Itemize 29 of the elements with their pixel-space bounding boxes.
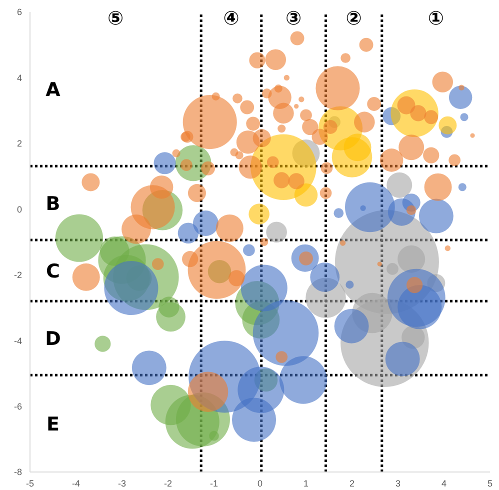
annotation: E	[46, 413, 60, 436]
y-tick-label: 6	[16, 7, 22, 18]
y-tick-label: -6	[14, 401, 22, 412]
x-tick-label: -1	[210, 478, 218, 488]
x-tick-label: 3	[395, 478, 401, 488]
x-tick-label: -4	[72, 478, 80, 488]
x-tick-label: 1	[303, 478, 309, 488]
x-tick-label: 2	[349, 478, 355, 488]
x-tick-label: 0	[257, 478, 263, 488]
x-tick-label: -3	[118, 478, 126, 488]
annotation: ④	[223, 7, 240, 30]
y-tick-label: 0	[16, 204, 22, 214]
y-tick-label: 2	[16, 138, 22, 149]
annotation: C	[46, 260, 60, 282]
y-tick-label: -8	[14, 467, 22, 478]
annotation: ②	[346, 7, 362, 30]
y-tick-label: 4	[16, 72, 22, 83]
x-tick-label: -5	[26, 478, 34, 488]
x-tick-label: 5	[487, 478, 493, 488]
annotation: A	[46, 78, 61, 101]
annotation: ③	[286, 7, 302, 30]
y-tick-label: -4	[14, 336, 22, 346]
annotation: ①	[428, 7, 444, 30]
y-tick-label: -2	[14, 270, 22, 280]
x-tick-label: -2	[164, 478, 172, 488]
annotation: B	[46, 192, 60, 215]
annotation: D	[45, 328, 61, 350]
x-tick-label: 4	[441, 478, 447, 488]
annotation: ⑤	[108, 7, 124, 30]
